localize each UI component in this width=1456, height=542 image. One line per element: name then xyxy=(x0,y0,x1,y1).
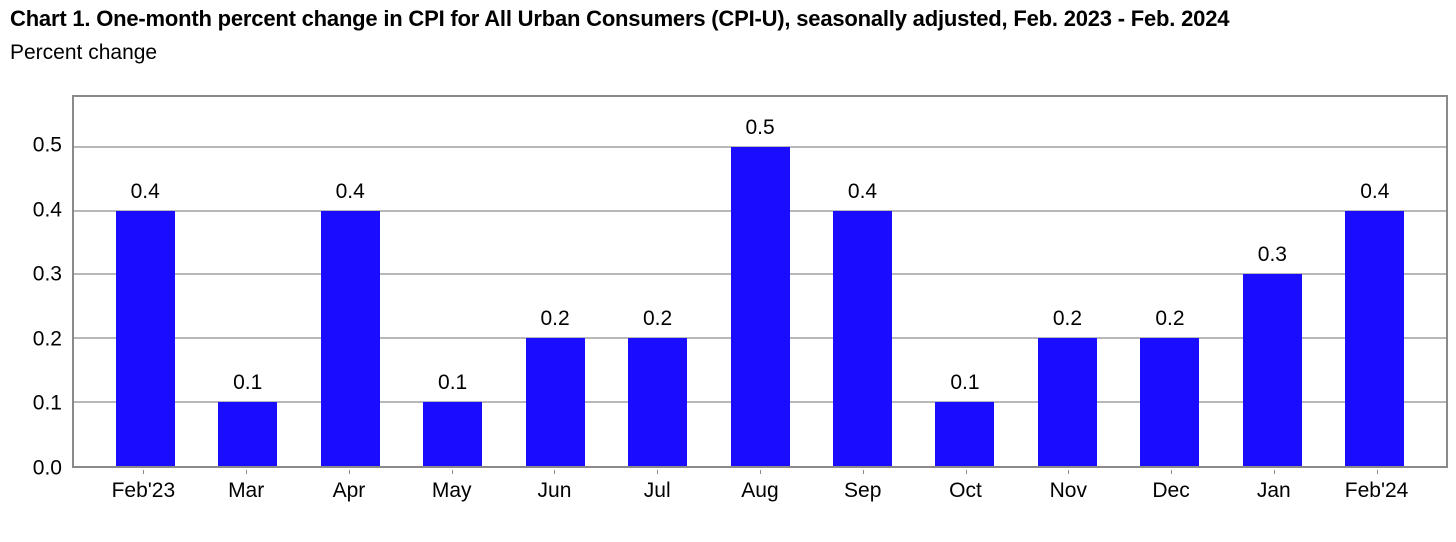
bar-slot: 0.4 xyxy=(299,97,401,466)
bar-Oct: 0.1 xyxy=(935,372,995,466)
bar-slot: 0.2 xyxy=(1119,97,1221,466)
bar-slot: 0.2 xyxy=(606,97,708,466)
x-tick-label: Jul xyxy=(606,470,709,512)
bar-Feb'23: 0.4 xyxy=(115,181,175,466)
bar-Nov: 0.2 xyxy=(1037,308,1097,466)
x-tick-label: Feb'24 xyxy=(1325,470,1428,512)
bar-Apr: 0.4 xyxy=(320,181,380,466)
bar-slot: 0.4 xyxy=(94,97,196,466)
bar-slot: 0.3 xyxy=(1221,97,1323,466)
bar-value-label: 0.1 xyxy=(438,371,468,395)
x-tick-label: Aug xyxy=(709,470,812,512)
x-tick-label: Jun xyxy=(503,470,606,512)
bar-slot: 0.1 xyxy=(401,97,503,466)
bar-value-label: 0.2 xyxy=(540,307,570,331)
bar-value-label: 0.4 xyxy=(847,179,878,203)
y-tick-label: 0.3 xyxy=(32,262,62,286)
bar-value-label: 0.4 xyxy=(335,179,365,203)
y-tick-label: 0.4 xyxy=(32,198,62,222)
y-tick-label: 0.0 xyxy=(32,456,62,480)
bar-slot: 0.2 xyxy=(1016,97,1118,466)
x-tick-label: Nov xyxy=(1017,470,1120,512)
bar-slot: 0.2 xyxy=(504,97,606,466)
x-tick-mark xyxy=(1273,470,1275,474)
bar-value-label: 0.1 xyxy=(950,371,980,395)
bar-Mar: 0.1 xyxy=(218,372,278,466)
x-tick-label: Mar xyxy=(195,470,298,512)
bar-slot: 0.5 xyxy=(709,97,811,466)
x-tick-mark xyxy=(759,470,761,474)
plot-area: 0.4 0.1 0.4 0.1 0.2 0.2 0.5 0.4 0.1 0.2 0.2 0.3 0.4 xyxy=(72,95,1448,468)
bar-slot: 0.1 xyxy=(196,97,298,466)
x-axis: Feb'23 Mar Apr May Jun Jul Aug Sep Oct Nov Dec Jan F… xyxy=(72,470,1448,512)
x-tick-label: Sep xyxy=(811,470,914,512)
x-tick-label: Dec xyxy=(1120,470,1223,512)
bar-value-label: 0.2 xyxy=(642,307,673,331)
bar-Jan: 0.3 xyxy=(1242,244,1302,466)
x-tick-mark xyxy=(1376,470,1378,474)
bar-Feb'24: 0.4 xyxy=(1345,181,1405,466)
y-tick-label: 0.1 xyxy=(32,391,62,415)
bar-Jun: 0.2 xyxy=(525,308,585,466)
bar-value-label: 0.2 xyxy=(1155,307,1185,331)
y-axis: 0.0 0.1 0.2 0.3 0.4 0.5 xyxy=(0,95,62,479)
x-tick-label: Jan xyxy=(1222,470,1325,512)
x-tick-mark xyxy=(1068,470,1070,474)
x-tick-mark xyxy=(1171,470,1173,474)
bar-value-label: 0.5 xyxy=(745,115,775,139)
x-tick-label: Apr xyxy=(298,470,401,512)
bar-Sep: 0.4 xyxy=(833,181,893,466)
x-tick-mark xyxy=(554,470,556,474)
bar-value-label: 0.3 xyxy=(1257,243,1287,267)
bar-value-label: 0.4 xyxy=(130,179,160,203)
chart-title: Chart 1. One-month percent change in CPI… xyxy=(10,6,1230,31)
bar-Aug: 0.5 xyxy=(730,117,790,466)
y-tick-label: 0.2 xyxy=(32,327,62,351)
x-tick-mark xyxy=(143,470,145,474)
x-tick-label: Oct xyxy=(914,470,1017,512)
bar-value-label: 0.2 xyxy=(1052,307,1083,331)
bars-layer: 0.4 0.1 0.4 0.1 0.2 0.2 0.5 0.4 0.1 0.2 0.2 0.3 0.4 xyxy=(74,97,1446,466)
x-tick-mark xyxy=(965,470,967,474)
bar-slot: 0.1 xyxy=(914,97,1016,466)
bar-slot: 0.4 xyxy=(811,97,913,466)
x-tick-label: Feb'23 xyxy=(92,470,195,512)
bar-May: 0.1 xyxy=(423,372,483,466)
x-tick-mark xyxy=(451,470,453,474)
x-tick-mark xyxy=(246,470,248,474)
bar-value-label: 0.1 xyxy=(233,371,263,395)
x-tick-label: May xyxy=(400,470,503,512)
x-tick-mark xyxy=(862,470,864,474)
x-tick-mark xyxy=(348,470,350,474)
bar-slot: 0.4 xyxy=(1324,97,1426,466)
bar-Jul: 0.2 xyxy=(628,308,688,466)
x-tick-mark xyxy=(657,470,659,474)
bar-value-label: 0.4 xyxy=(1360,179,1390,203)
chart-y-axis-unit-label: Percent change xyxy=(10,41,158,64)
bar-Dec: 0.2 xyxy=(1140,308,1200,466)
y-tick-label: 0.5 xyxy=(32,133,62,157)
